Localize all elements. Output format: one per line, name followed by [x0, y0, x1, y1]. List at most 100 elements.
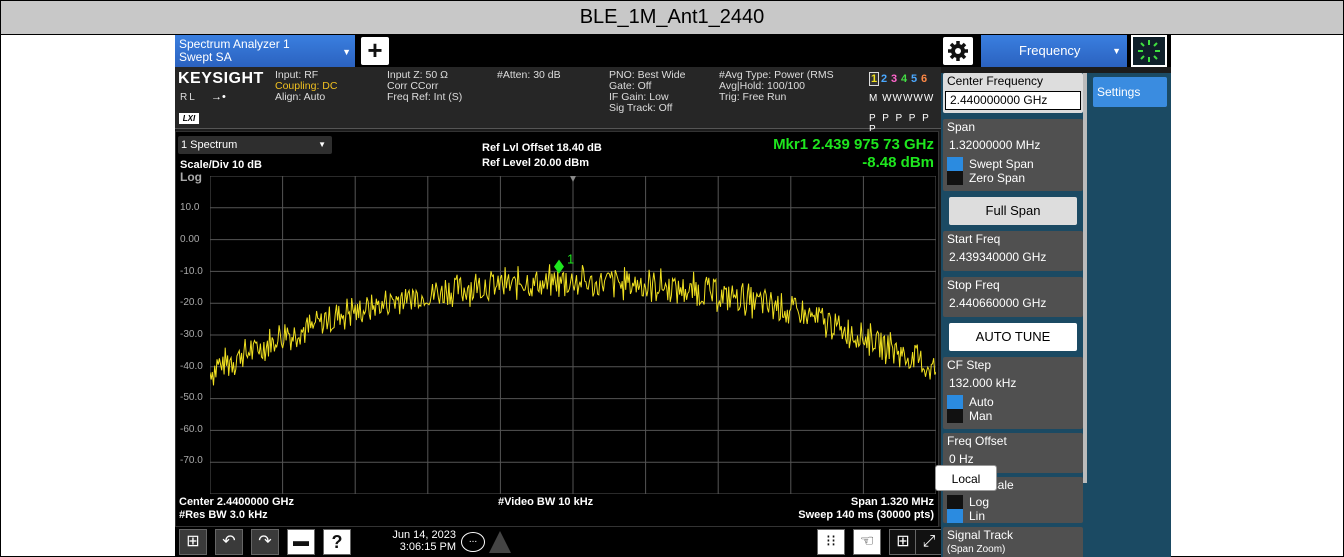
undo-icon[interactable]: ↶ — [215, 529, 243, 555]
menu-select-label: Frequency — [1019, 43, 1081, 58]
auto-tune-button[interactable]: AUTO TUNE — [949, 323, 1077, 351]
pno-label: PNO: Best Wide — [609, 69, 686, 81]
scale-div: Scale/Div 10 dB — [180, 159, 262, 171]
fullscreen-icon[interactable]: ⤢ — [915, 529, 943, 555]
stop-freq-softkey[interactable]: Stop Freq 2.440660000 GHz — [943, 277, 1083, 317]
man-option[interactable]: Man — [947, 409, 1079, 423]
time-label: 3:06:15 PM — [399, 541, 456, 553]
option-label: Lin — [969, 508, 986, 523]
radio-on-icon — [947, 157, 963, 171]
date-label: Jun 14, 2023 — [392, 529, 456, 541]
if-gain-label: IF Gain: Low — [609, 91, 669, 103]
graticule: 1 — [210, 176, 936, 494]
trace-5: 5 — [910, 73, 918, 85]
trace-4: 4 — [900, 73, 908, 85]
figure-caption: BLE_1M_Ant1_2440 — [1, 1, 1343, 35]
trace-detector-row: P P P P P P — [869, 113, 931, 135]
center-frequency-value[interactable]: 2.440000000 GHz — [945, 91, 1081, 110]
cf-step-value: 132.000 kHz — [945, 375, 1081, 392]
auto-option[interactable]: Auto — [947, 395, 1079, 409]
input-z-label: Input Z: 50 Ω — [387, 69, 448, 81]
marker-icon — [554, 259, 564, 274]
softkey-label: CF Step — [947, 358, 992, 372]
redo-icon[interactable]: ↷ — [251, 529, 279, 555]
cf-step-softkey[interactable]: CF Step 132.000 kHz Auto Man — [943, 357, 1083, 429]
res-bw-label: #Res BW 3.0 kHz — [179, 509, 268, 521]
gear-icon[interactable] — [943, 37, 973, 65]
radio-off-icon — [947, 171, 963, 185]
gate-label: Gate: Off — [609, 80, 652, 92]
zero-span-option[interactable]: Zero Span — [947, 171, 1079, 185]
top-bar: Spectrum Analyzer 1 Swept SA ▼ + Frequen… — [175, 35, 1171, 67]
avg-hold-label: Avg|Hold: 100/100 — [719, 80, 806, 92]
warning-icon — [489, 531, 511, 553]
settings-tab[interactable]: Settings — [1093, 77, 1167, 107]
spectrum-plot[interactable]: 1 Spectrum ▼ Scale/Div 10 dB Log Ref Lvl… — [175, 131, 939, 527]
measurement-tab[interactable]: Spectrum Analyzer 1 Swept SA ▼ — [175, 35, 355, 67]
x-axis-scale-softkey[interactable]: X Axis Scale Log Lin — [943, 477, 1083, 523]
rl-label: RL — [180, 92, 197, 103]
folder-icon[interactable]: ▬ — [287, 529, 315, 555]
option-label: Man — [969, 408, 993, 423]
input-label: Input: RF — [275, 69, 319, 81]
brand-logo: KEYSIGHT — [178, 70, 264, 87]
softkey-label: Freq Offset — [947, 434, 1007, 448]
full-span-button[interactable]: Full Span — [949, 197, 1077, 225]
sweep-label: Sweep 140 ms (30000 pts) — [798, 509, 934, 521]
touch-icon[interactable]: ☜ — [853, 529, 881, 555]
trace-1: 1 — [869, 72, 879, 86]
y-tick: -10.0 — [180, 266, 203, 277]
freq-offset-value: 0 Hz — [945, 451, 1081, 468]
scrollbar[interactable] — [1083, 73, 1087, 483]
lxi-logo: LXI — [179, 113, 199, 124]
window-select-label: 1 Spectrum — [181, 139, 238, 151]
span-softkey[interactable]: Span 1.32000000 MHz Swept Span Zero Span — [943, 119, 1083, 191]
option-label: Auto — [969, 394, 994, 409]
span-label: Span 1.320 MHz — [850, 496, 934, 508]
softkey-label: Stop Freq — [947, 278, 1000, 292]
input-arrow-icon: →• — [211, 91, 226, 103]
y-tick: -40.0 — [180, 361, 203, 372]
avg-type-label: #Avg Type: Power (RMS — [719, 69, 834, 81]
radio-off-icon — [947, 495, 963, 509]
y-tick: -60.0 — [180, 424, 203, 435]
y-tick: 10.0 — [180, 202, 200, 213]
add-screen-button[interactable]: + — [361, 37, 389, 65]
multi-window-icon[interactable]: ⊞ — [889, 529, 917, 555]
corr-label: Corr CCorr — [387, 80, 439, 92]
y-tick: -20.0 — [180, 297, 203, 308]
lin-option[interactable]: Lin — [947, 509, 1079, 523]
start-freq-softkey[interactable]: Start Freq 2.439340000 GHz — [943, 231, 1083, 271]
dropdown-icon: ▼ — [1112, 46, 1121, 56]
display-layout-icon[interactable]: ⁝⁝ — [817, 529, 845, 555]
center-pointer-icon — [570, 176, 576, 182]
message-icon[interactable]: ... — [461, 532, 485, 552]
windows-icon[interactable]: ⊞ — [179, 529, 207, 555]
date-time: Jun 14, 2023 3:06:15 PM — [392, 529, 456, 553]
local-button[interactable]: Local — [935, 465, 997, 491]
sig-track-label: Sig Track: Off — [609, 102, 673, 114]
log-option[interactable]: Log — [947, 495, 1079, 509]
menu-select-button[interactable]: Frequency ▼ — [981, 35, 1127, 67]
softkey-sublabel: (Span Zoom) — [947, 544, 1006, 555]
freq-ref-label: Freq Ref: Int (S) — [387, 91, 463, 103]
softkey-label: Span — [947, 120, 976, 134]
help-icon[interactable]: ? — [323, 529, 351, 555]
trace-6: 6 — [920, 73, 928, 85]
window-select[interactable]: 1 Spectrum ▼ — [178, 136, 332, 154]
swept-span-option[interactable]: Swept Span — [947, 157, 1079, 171]
atten-label: #Atten: 30 dB — [497, 69, 561, 81]
signal-track-softkey[interactable]: Signal Track (Span Zoom) — [943, 527, 1083, 557]
spectrum-trace — [210, 264, 936, 386]
stop-freq-value: 2.440660000 GHz — [945, 295, 1081, 312]
trace-type-row: M WWWWW — [869, 93, 935, 104]
tab-title: Spectrum Analyzer 1 — [179, 37, 290, 51]
center-frequency-softkey[interactable]: Center Frequency 2.440000000 GHz — [943, 73, 1083, 113]
align-label: Align: Auto — [275, 91, 326, 103]
radio-on-icon — [947, 509, 963, 523]
video-bw-label: #Video BW 10 kHz — [498, 496, 594, 508]
trace-2: 2 — [880, 73, 888, 85]
settings-panel[interactable]: KEYSIGHT RL →• LXI Input: RF Coupling: D… — [175, 67, 941, 135]
tab-subtitle: Swept SA — [179, 50, 232, 64]
